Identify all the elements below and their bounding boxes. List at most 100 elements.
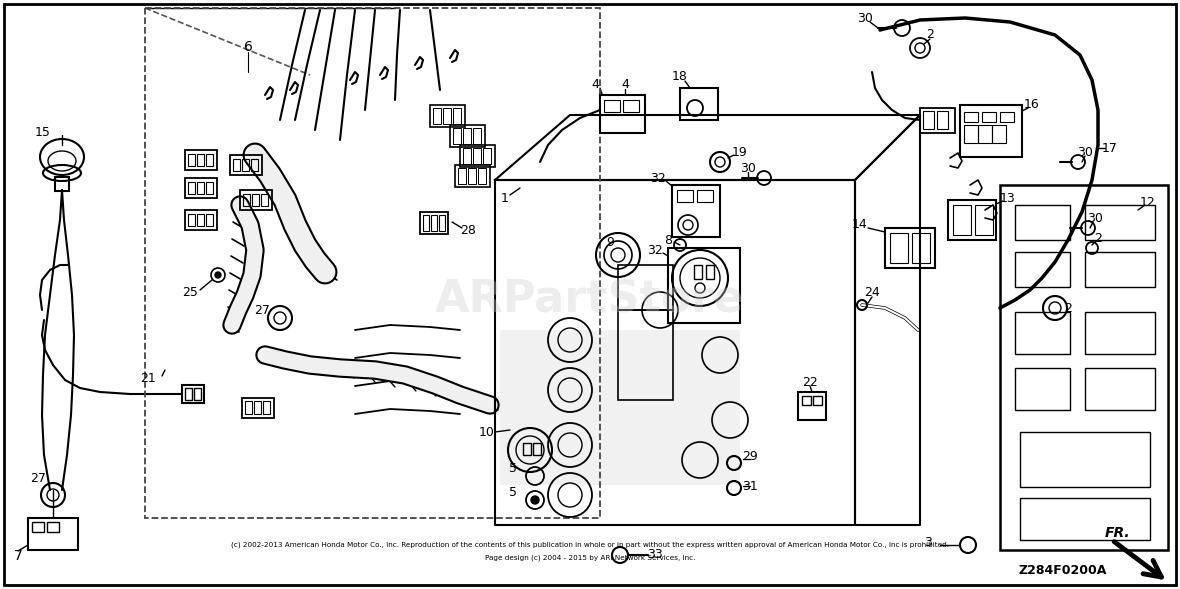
Bar xyxy=(245,401,253,414)
Text: 31: 31 xyxy=(742,479,758,492)
Bar xyxy=(1084,368,1155,410)
Text: 30: 30 xyxy=(857,12,873,25)
Bar xyxy=(623,100,640,112)
Text: 2: 2 xyxy=(1094,231,1102,244)
Bar xyxy=(261,194,268,206)
Text: 16: 16 xyxy=(1024,98,1040,111)
Bar xyxy=(1020,432,1150,487)
Bar xyxy=(185,150,217,170)
Text: 5: 5 xyxy=(509,462,517,475)
Bar xyxy=(431,215,437,231)
Bar xyxy=(197,154,204,166)
Text: 19: 19 xyxy=(732,145,748,158)
Bar xyxy=(420,212,448,234)
Bar xyxy=(912,233,930,263)
Bar xyxy=(463,148,471,164)
Text: FR.: FR. xyxy=(1104,526,1130,540)
Bar xyxy=(604,100,620,112)
Bar xyxy=(964,112,978,122)
Text: 13: 13 xyxy=(1001,191,1016,204)
Bar xyxy=(478,168,486,184)
Bar xyxy=(697,190,713,202)
Text: 1: 1 xyxy=(502,191,509,204)
Text: 6: 6 xyxy=(243,40,253,54)
Bar xyxy=(1020,498,1150,540)
Bar xyxy=(194,388,201,400)
Bar xyxy=(999,185,1168,550)
Bar xyxy=(1015,368,1070,410)
Text: (c) 2002-2013 American Honda Motor Co., Inc. Reproduction of the contents of thi: (c) 2002-2013 American Honda Motor Co., … xyxy=(231,542,949,548)
Bar xyxy=(242,159,249,171)
Text: 2: 2 xyxy=(1064,302,1071,315)
Bar xyxy=(240,190,273,210)
Bar xyxy=(599,95,645,133)
Bar xyxy=(798,392,826,420)
Text: 25: 25 xyxy=(182,286,198,299)
Bar xyxy=(677,190,693,202)
Text: 5: 5 xyxy=(509,487,517,499)
Bar xyxy=(251,159,258,171)
Bar xyxy=(32,522,44,532)
Text: 8: 8 xyxy=(664,233,671,247)
Bar xyxy=(206,182,214,194)
Bar xyxy=(188,182,195,194)
Bar xyxy=(442,108,451,124)
Bar xyxy=(453,108,461,124)
Text: 22: 22 xyxy=(802,376,818,389)
Bar xyxy=(982,112,996,122)
Bar xyxy=(706,265,714,279)
Bar xyxy=(47,522,59,532)
Bar xyxy=(961,105,1022,157)
Text: 28: 28 xyxy=(460,223,476,237)
Bar xyxy=(523,443,531,455)
Text: 14: 14 xyxy=(852,217,867,230)
Bar xyxy=(254,401,261,414)
Text: 10: 10 xyxy=(479,425,494,438)
Bar xyxy=(890,233,907,263)
Bar xyxy=(453,128,461,144)
Bar xyxy=(243,194,250,206)
Text: 15: 15 xyxy=(35,127,51,140)
Bar xyxy=(188,154,195,166)
Bar xyxy=(473,128,481,144)
Bar xyxy=(920,108,955,133)
Bar xyxy=(680,88,717,120)
Bar xyxy=(813,396,822,405)
Bar xyxy=(185,210,217,230)
Bar xyxy=(430,105,465,127)
Bar xyxy=(433,108,441,124)
Text: Page design (c) 2004 - 2015 by ARI Network Services, Inc.: Page design (c) 2004 - 2015 by ARI Netwo… xyxy=(485,555,695,561)
Text: 30: 30 xyxy=(1077,145,1093,158)
Bar xyxy=(999,112,1014,122)
Text: Z284F0200A: Z284F0200A xyxy=(1018,564,1107,577)
Text: 17: 17 xyxy=(1102,141,1117,154)
Bar xyxy=(422,215,430,231)
Text: 3: 3 xyxy=(924,535,932,548)
Bar xyxy=(188,214,195,226)
Bar xyxy=(1084,252,1155,287)
Text: 4: 4 xyxy=(591,78,599,91)
Text: 32: 32 xyxy=(650,171,666,184)
Bar xyxy=(1084,312,1155,354)
Bar xyxy=(668,248,740,323)
Bar xyxy=(885,228,935,268)
Bar xyxy=(439,215,445,231)
Bar xyxy=(450,125,485,147)
Bar xyxy=(185,178,217,198)
Bar xyxy=(483,148,491,164)
Bar xyxy=(1084,205,1155,240)
Bar xyxy=(1015,205,1070,240)
Bar xyxy=(964,125,978,143)
Text: 18: 18 xyxy=(673,71,688,84)
Bar xyxy=(618,265,673,310)
Bar xyxy=(28,518,78,550)
Bar xyxy=(978,125,992,143)
Bar xyxy=(937,111,948,129)
Text: ARPartStore: ARPartStore xyxy=(435,279,745,322)
Bar xyxy=(232,159,240,171)
Text: 9: 9 xyxy=(607,237,614,250)
Text: 33: 33 xyxy=(647,548,663,561)
Circle shape xyxy=(531,496,539,504)
Bar xyxy=(953,205,971,235)
Bar xyxy=(533,443,540,455)
